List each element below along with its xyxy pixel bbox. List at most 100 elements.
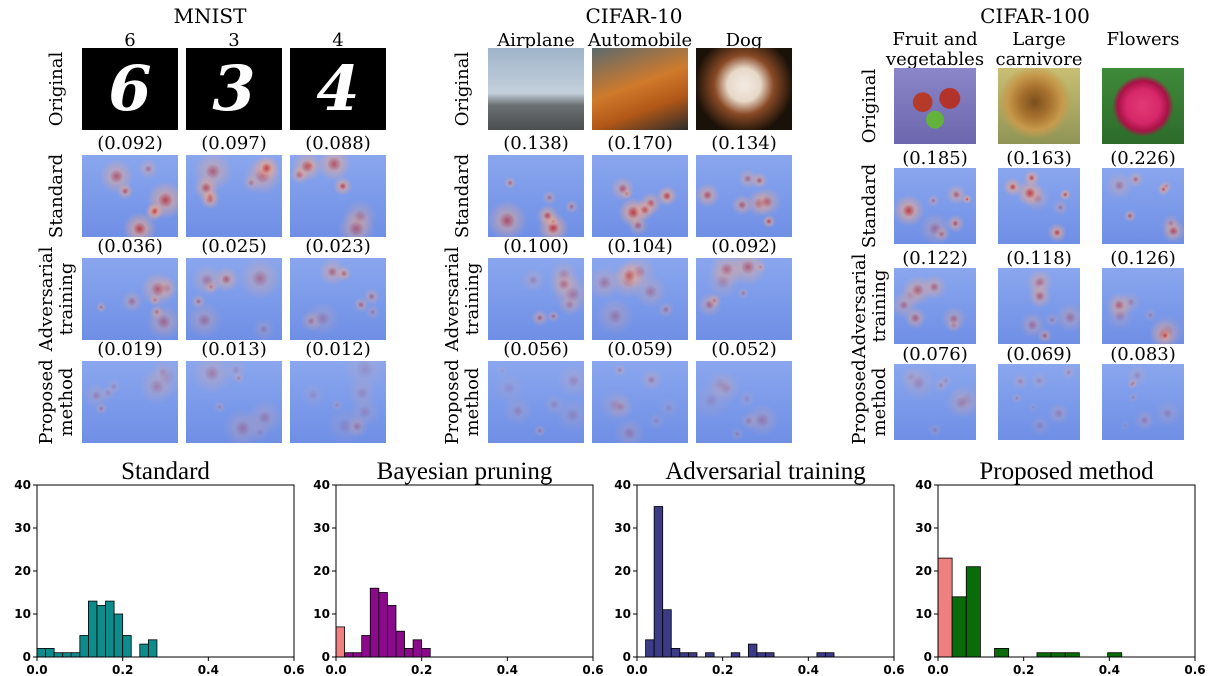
score-1-1-0: (0.138)	[503, 133, 569, 154]
histogram-title-3: Proposed method	[979, 458, 1154, 485]
histogram-bar-0-12	[147, 639, 158, 658]
score-2-1-1: (0.163)	[1006, 148, 1072, 169]
histogram-bar-0-3	[62, 652, 72, 658]
digit-glyph-2: 4	[316, 52, 360, 125]
original-image-2-2	[1102, 68, 1184, 144]
histogram-bar-2-9	[756, 652, 766, 658]
histogram-bar-2-5	[688, 652, 698, 658]
row-label-2-1: Standard	[859, 163, 880, 249]
histogram-ytick-label-3-0: 0	[924, 650, 932, 664]
histogram-bar-0-1	[45, 647, 55, 658]
histogram-ytick-label-3-3: 30	[915, 521, 932, 535]
histogram-bar-3-2	[965, 566, 981, 658]
histogram-xtick-label-2-0: 0.0	[626, 663, 647, 676]
histogram-bar-3-6	[1064, 652, 1080, 658]
saliency-map-0-1-0	[82, 155, 178, 237]
histogram-bar-3-0	[937, 557, 953, 658]
histogram-bar-1-4	[369, 587, 380, 658]
histogram-bar-1-5	[378, 592, 388, 658]
original-image-2-0	[894, 68, 976, 144]
score-0-2-2: (0.023)	[305, 236, 371, 257]
histogram-bar-2-3	[670, 647, 681, 658]
histogram-bar-1-6	[386, 604, 397, 658]
histogram-xtick-label-0-1: 0.2	[112, 663, 133, 676]
original-image-2-1	[998, 68, 1080, 144]
histogram-bar-0-6	[88, 600, 98, 658]
dataset-title-0: MNIST	[173, 4, 247, 28]
saliency-map-1-3-1	[592, 361, 688, 443]
original-image-1-0	[488, 48, 584, 130]
score-1-3-2: (0.052)	[711, 339, 777, 360]
saliency-map-2-1-0	[894, 168, 976, 244]
histogram-bar-3-1	[951, 596, 967, 658]
saliency-map-2-2-2	[1102, 268, 1184, 344]
saliency-map-0-1-2	[290, 155, 386, 237]
saliency-map-1-3-0	[488, 361, 584, 443]
histogram-bar-1-2	[352, 652, 363, 658]
saliency-map-2-2-0	[894, 268, 976, 344]
histogram-bar-0-8	[105, 600, 115, 658]
histogram-bar-2-12	[825, 652, 835, 658]
score-0-3-1: (0.013)	[201, 339, 267, 360]
saliency-map-0-2-0	[82, 258, 178, 340]
histogram-xtick-label-3-0: 0.0	[927, 663, 948, 676]
histogram-xtick-label-1-0: 0.0	[325, 663, 346, 676]
saliency-map-1-1-1	[592, 155, 688, 237]
column-label-1-1: Automobile	[587, 30, 693, 51]
histogram-bar-3-5	[1050, 652, 1066, 658]
saliency-map-2-1-1	[998, 168, 1080, 244]
histogram-ytick-label-1-3: 30	[313, 521, 330, 535]
column-label-1-2: Dog	[725, 30, 763, 51]
histogram-ytick-label-3-1: 10	[915, 607, 932, 621]
original-image-1-1	[592, 48, 688, 130]
histogram-bar-3-7	[1107, 652, 1123, 658]
saliency-map-2-3-0	[894, 364, 976, 440]
row-label-1-1: Standard	[452, 153, 473, 239]
histogram-bar-2-10	[765, 652, 775, 658]
saliency-map-2-1-2	[1102, 168, 1184, 244]
row-label-1-0: Original	[452, 51, 473, 127]
histogram-bar-2-4	[679, 652, 689, 658]
histogram-bar-0-0	[36, 647, 46, 658]
histogram-ytick-label-0-3: 30	[14, 521, 31, 535]
column-label-0-0: 6	[124, 30, 136, 51]
score-2-1-0: (0.185)	[902, 148, 968, 169]
saliency-map-0-3-2	[290, 361, 386, 443]
histogram-ytick-label-2-1: 10	[614, 607, 631, 621]
histogram-xtick-label-0-0: 0.0	[26, 663, 47, 676]
row-label-1-3: Proposed method	[442, 359, 483, 445]
dataset-title-2: CIFAR-100	[980, 4, 1090, 28]
histogram-xtick-label-1-3: 0.6	[582, 663, 603, 676]
column-label-2-0: Fruit and vegetables	[885, 29, 985, 70]
histogram-ytick-label-1-1: 10	[313, 607, 330, 621]
histogram-bar-2-0	[645, 639, 655, 658]
histogram-bar-1-10	[421, 647, 431, 658]
histogram-bar-2-8	[747, 643, 758, 658]
score-0-1-1: (0.097)	[201, 133, 267, 154]
score-2-2-1: (0.118)	[1006, 248, 1072, 269]
score-2-2-2: (0.126)	[1110, 248, 1176, 269]
original-image-0-2: 4	[290, 48, 386, 130]
histogram-panel: Standard 0.0 0.2 0.4 0.6 0 10 20 30 40 Bayesian pr…	[14, 458, 1205, 676]
histogram-ytick-label-1-2: 20	[313, 564, 330, 578]
original-image-0-0: 6	[82, 48, 178, 130]
histogram-bar-2-7	[730, 652, 741, 658]
saliency-map-1-2-1	[592, 258, 688, 340]
saliency-map-2-2-1	[998, 268, 1080, 344]
histogram-xtick-label-3-2: 0.4	[1099, 663, 1120, 676]
saliency-map-1-1-0	[488, 155, 584, 237]
score-0-2-0: (0.036)	[97, 236, 163, 257]
histogram-bar-2-2	[662, 609, 672, 658]
histogram-bar-0-10	[122, 635, 132, 658]
row-label-2-0: Original	[859, 68, 880, 144]
score-1-1-2: (0.134)	[711, 133, 777, 154]
histogram-ytick-label-1-0: 0	[322, 650, 330, 664]
histogram-xtick-label-1-2: 0.4	[497, 663, 518, 676]
histogram-bar-0-5	[79, 635, 89, 658]
score-1-2-1: (0.104)	[607, 236, 673, 257]
saliency-map-1-2-2	[696, 258, 792, 340]
column-label-2-1: Large carnivore	[995, 29, 1083, 70]
histogram-xtick-label-2-1: 0.2	[712, 663, 733, 676]
column-label-2-2: Flowers	[1106, 29, 1180, 50]
saliency-map-0-3-0	[82, 361, 178, 443]
